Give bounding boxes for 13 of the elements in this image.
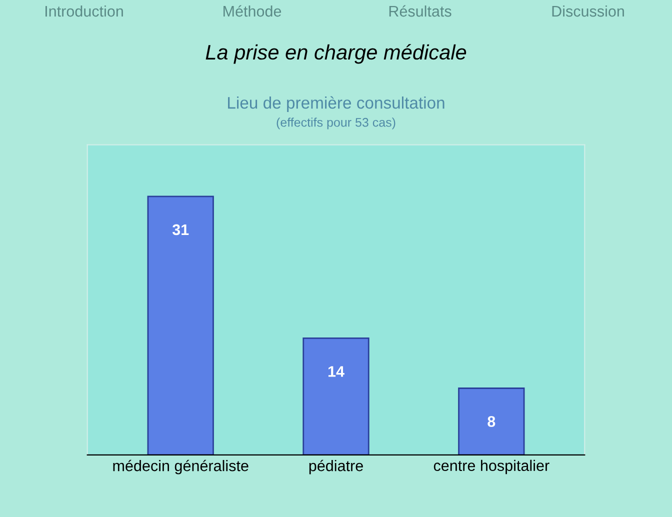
data-label: 8 — [488, 416, 496, 427]
x-tick-label: médecin généraliste — [113, 460, 248, 474]
text: Introduction — [45, 5, 123, 17]
text: Discussion — [552, 5, 624, 17]
data-label: 31 — [172, 224, 189, 236]
x-tick-label: pédiatre — [309, 460, 363, 474]
text: Résultats — [389, 5, 452, 17]
data-label: 14 — [328, 366, 344, 377]
text: (effectifs pour 53 cas) — [276, 118, 396, 130]
text: Méthode — [224, 5, 282, 17]
chart-title: La prise en charge médicale — [206, 44, 466, 64]
chart-subtitle: Lieu de première consultation — [228, 96, 444, 112]
x-tick-label: centre hospitalier — [434, 460, 550, 474]
